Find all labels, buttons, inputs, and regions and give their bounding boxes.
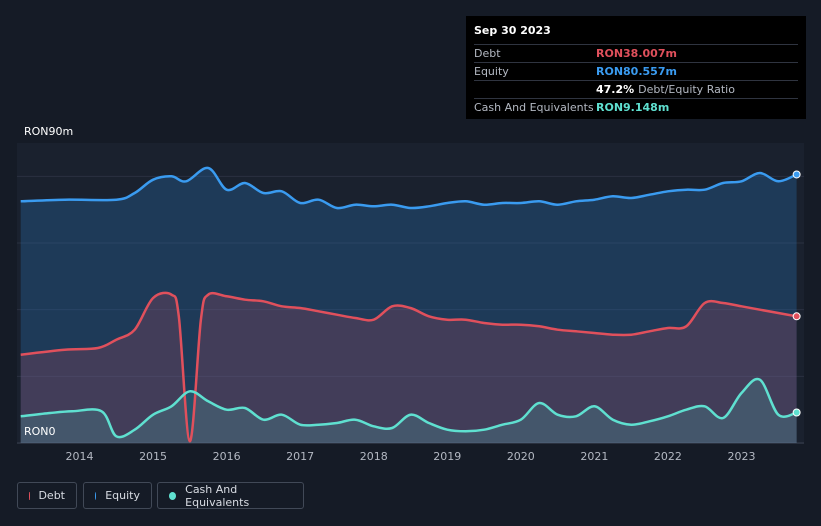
gridlines — [17, 175, 804, 444]
tooltip-label-ratio — [474, 81, 596, 98]
tooltip-value-debt: RON38.007m — [596, 47, 677, 60]
x-tick-label: 2023 — [727, 450, 755, 463]
x-tick-label: 2019 — [433, 450, 461, 463]
debt-end-marker — [792, 312, 801, 321]
tooltip-label-debt: Debt — [474, 47, 501, 60]
tooltip-value-equity: RON80.557m — [596, 65, 677, 78]
x-tick-label: 2020 — [507, 450, 535, 463]
legend-equity[interactable]: Equity — [83, 482, 152, 509]
plot-background — [17, 143, 804, 444]
tooltip-row-equity: Equity RON80.557m — [474, 62, 798, 80]
equity-line — [20, 166, 798, 210]
cash-and-equivalents-area — [20, 378, 797, 443]
y-axis-bottom-label: RON0 — [24, 425, 56, 438]
series-endpoints — [792, 170, 801, 417]
debt-line — [20, 291, 797, 443]
tooltip-row-cash: Cash And Equivalents RON9.148m — [474, 98, 798, 116]
tooltip-ratio-caption: Debt/Equity Ratio — [638, 83, 735, 96]
legend-cash-label: Cash And Equivalents — [185, 482, 250, 509]
legend-cash[interactable]: Cash And Equivalents — [157, 482, 304, 509]
tooltip-row-debt: Debt RON38.007m — [474, 44, 798, 62]
equity-area — [20, 167, 797, 444]
x-tick-label: 2022 — [654, 450, 682, 463]
tooltip-row-ratio: 47.2% Debt/Equity Ratio — [474, 80, 798, 98]
legend-equity-label: Equity — [105, 489, 140, 502]
x-tick-label: 2017 — [286, 450, 314, 463]
y-axis-top-label: RON90m — [24, 125, 73, 138]
chart-tooltip: Sep 30 2023 Debt RON38.007m Equity RON80… — [466, 16, 806, 119]
x-tick-label: 2015 — [139, 450, 167, 463]
legend-equity-dot — [95, 491, 97, 500]
cash-and-equivalents-line — [20, 377, 797, 439]
tooltip-date: Sep 30 2023 — [474, 24, 551, 37]
x-tick-label: 2021 — [580, 450, 608, 463]
series-lines — [20, 166, 798, 443]
equity-end-marker — [792, 170, 801, 179]
tooltip-label-equity: Equity — [474, 65, 509, 78]
cash-and-equivalents-end-marker — [792, 408, 801, 417]
x-tick-label: 2016 — [213, 450, 241, 463]
series-areas — [20, 167, 797, 444]
legend-debt[interactable]: Debt — [17, 482, 77, 509]
x-axis-ticks: 2014 2015 2016 2017 2018 2019 2020 2021 2022 2023 — [66, 450, 756, 463]
legend-cash-dot — [169, 491, 177, 500]
tooltip-value-cash: RON9.148m — [596, 101, 670, 114]
x-tick-label: 2014 — [66, 450, 94, 463]
tooltip-value-ratio: 47.2% — [596, 83, 635, 96]
legend-debt-label: Debt — [38, 489, 65, 502]
x-tick-label: 2018 — [360, 450, 388, 463]
tooltip-label-cash: Cash And Equivalents — [474, 101, 594, 114]
